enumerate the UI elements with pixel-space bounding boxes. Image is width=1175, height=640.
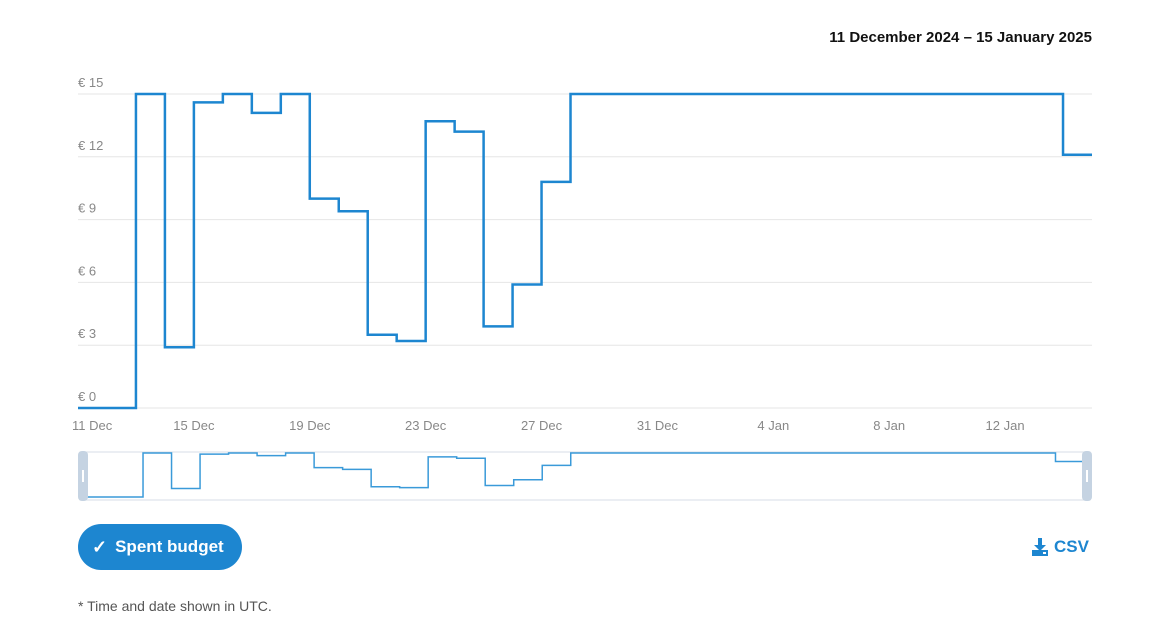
chart-grid (78, 93, 1092, 409)
x-tick-label: 8 Jan (873, 418, 905, 433)
y-tick-label: € 9 (78, 201, 96, 216)
x-tick-label: 12 Jan (986, 418, 1025, 433)
y-tick-label: € 15 (78, 75, 103, 90)
spent-budget-toggle-button[interactable]: ✓ Spent budget (78, 524, 242, 570)
spent-budget-label: Spent budget (115, 537, 224, 556)
x-tick-label: 4 Jan (757, 418, 789, 433)
csv-download-button[interactable]: CSV (1032, 537, 1089, 557)
utc-footnote: * Time and date shown in UTC. (78, 598, 272, 614)
y-tick-label: € 0 (78, 389, 96, 404)
navigator-background (79, 451, 1091, 501)
budget-chart: € 0 € 3 € 6 € 9 € 12 € 15 11 Dec 15 Dec 19 Dec 2… (72, 75, 1092, 501)
csv-label: CSV (1054, 537, 1089, 556)
x-tick-label: 15 Dec (173, 418, 215, 433)
y-tick-label: € 6 (78, 263, 96, 278)
date-range-title: 11 December 2024 – 15 January 2025 (829, 29, 1092, 46)
x-tick-label: 27 Dec (521, 418, 563, 433)
navigator-series-line (86, 452, 1084, 498)
x-tick-label: 31 Dec (637, 418, 679, 433)
spent-budget-series-line (78, 92, 1092, 410)
y-tick-label: € 3 (78, 326, 96, 341)
range-navigator[interactable] (78, 451, 1092, 501)
x-tick-label: 11 Dec (72, 418, 113, 433)
checkmark-icon: ✓ (92, 537, 108, 557)
y-axis-ticks: € 0 € 3 € 6 € 9 € 12 € 15 (78, 75, 103, 404)
x-tick-label: 23 Dec (405, 418, 447, 433)
x-axis-ticks: 11 Dec 15 Dec 19 Dec 23 Dec 27 Dec 31 Dec 4 Ja… (72, 418, 1025, 433)
y-tick-label: € 12 (78, 138, 103, 153)
x-tick-label: 19 Dec (289, 418, 331, 433)
download-icon (1032, 538, 1049, 556)
